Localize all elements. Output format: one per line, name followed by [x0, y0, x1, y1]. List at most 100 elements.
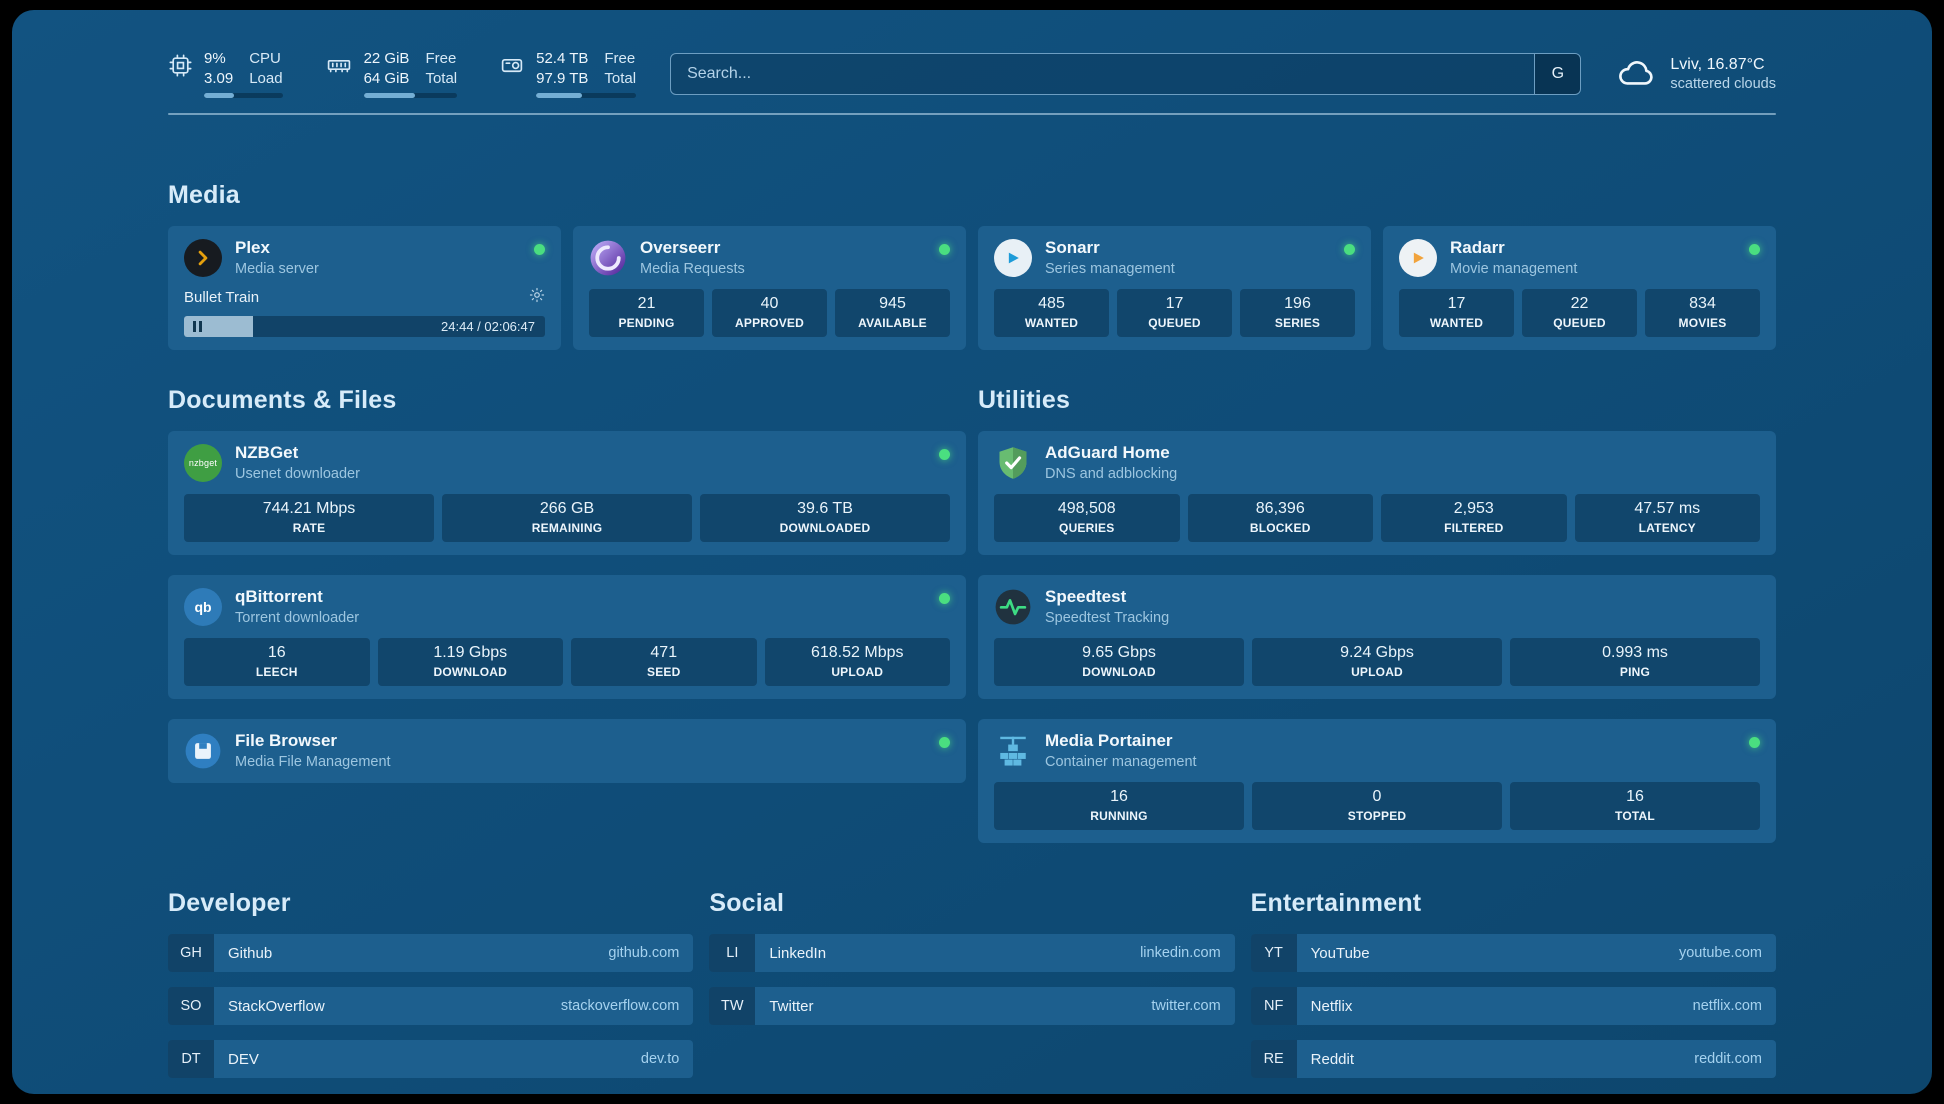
search-provider-button[interactable]: G — [1534, 54, 1581, 94]
bookmark-stackoverflow[interactable]: SO StackOverflow stackoverflow.com — [168, 987, 694, 1025]
bookmark-reddit[interactable]: RE Reddit reddit.com — [1250, 1040, 1776, 1078]
speedtest-card[interactable]: Speedtest Speedtest Tracking 9.65 Gbps D… — [978, 575, 1776, 699]
stat-value: 17 — [1447, 295, 1466, 312]
speedtest-card-header: Speedtest Speedtest Tracking — [994, 587, 1760, 626]
header-divider — [168, 113, 1776, 115]
stat-available: 945 AVAILABLE — [835, 289, 950, 337]
stat-blocked: 86,396 BLOCKED — [1187, 494, 1373, 542]
section-title-social: Social — [709, 889, 785, 917]
service-name: NZBGet — [235, 443, 299, 463]
qbittorrent-card[interactable]: qb qBittorrent Torrent downloader 16 — [168, 575, 966, 699]
disk-widget: 52.4 TB 97.9 TB Free Total — [499, 50, 637, 98]
search-input[interactable] — [671, 54, 1535, 94]
bookmarks: Developer GH Github github.com SO StackO… — [168, 889, 1776, 1078]
stat-value: 266 GB — [539, 500, 595, 517]
stat-value: 618.52 Mbps — [810, 644, 904, 661]
overseerr-icon — [589, 239, 627, 277]
nzbget-card[interactable]: nzbget NZBGet Usenet downloader 744.21 M… — [168, 431, 966, 555]
filebrowser-card[interactable]: File Browser Media File Management — [168, 719, 966, 783]
stat-label: UPLOAD — [1351, 665, 1403, 679]
service-name: qBittorrent — [235, 587, 323, 607]
status-dot — [534, 244, 545, 255]
disk-progress-fill — [536, 93, 583, 98]
bookmark-url: dev.to — [640, 1051, 680, 1067]
now-playing-title: Bullet Train — [184, 289, 260, 306]
qbittorrent-stats: 16 LEECH 1.19 Gbps DOWNLOAD 471 SEED — [184, 638, 950, 686]
bookmark-twitter[interactable]: TW Twitter twitter.com — [709, 987, 1235, 1025]
stat-filtered: 2,953 FILTERED — [1381, 494, 1567, 542]
bookmark-url: github.com — [608, 945, 680, 961]
stat-value: 9.65 Gbps — [1082, 644, 1156, 661]
pause-icon[interactable] — [193, 321, 202, 332]
stat-label: SERIES — [1274, 316, 1321, 330]
stat-value: 485 — [1038, 295, 1065, 312]
sonarr-card[interactable]: Sonarr Series management 485 WANTED 17 Q… — [978, 226, 1371, 350]
cpu-load-value: 3.09 — [204, 70, 234, 87]
bookmark-netflix[interactable]: NF Netflix netflix.com — [1250, 987, 1776, 1025]
stat-upload: 9.24 Gbps UPLOAD — [1252, 638, 1502, 686]
bookmark-abbr: NF — [1250, 987, 1297, 1025]
stat-queued: 17 QUEUED — [1117, 289, 1232, 337]
adguard-card[interactable]: AdGuard Home DNS and adblocking 498,508 … — [978, 431, 1776, 555]
cpu-usage-value: 9% — [204, 50, 226, 67]
memory-progress-fill — [363, 93, 416, 98]
disk-free-label: Free — [604, 50, 636, 67]
middle-columns: Documents & Files nzbget NZBGet Usenet d… — [168, 386, 1776, 843]
status-dot — [939, 244, 950, 255]
stat-value: 744.21 Mbps — [262, 500, 356, 517]
bookmark-youtube[interactable]: YT YouTube youtube.com — [1250, 934, 1776, 972]
stat-wanted: 17 WANTED — [1399, 289, 1514, 337]
bookmark-name: LinkedIn — [769, 944, 827, 962]
stat-label: RATE — [292, 521, 326, 535]
bookmark-url: netflix.com — [1692, 998, 1762, 1014]
stat-value: 1.19 Gbps — [433, 644, 508, 661]
stat-value: 0 — [1372, 788, 1382, 805]
memory-icon — [325, 53, 353, 83]
bookmark-dev[interactable]: DT DEV dev.to — [168, 1040, 694, 1078]
qbittorrent-icon-text: qb — [194, 599, 212, 615]
search-bar[interactable]: G — [670, 53, 1582, 95]
plex-icon — [184, 239, 222, 277]
bookmark-linkedin[interactable]: LI LinkedIn linkedin.com — [709, 934, 1235, 972]
service-subtitle: Series management — [1045, 260, 1175, 277]
section-title-entertainment: Entertainment — [1250, 889, 1422, 917]
portainer-card[interactable]: Media Portainer Container management 16 … — [978, 719, 1776, 843]
stat-label: FILTERED — [1444, 521, 1504, 535]
radarr-card[interactable]: Radarr Movie management 17 WANTED 22 QUE… — [1383, 226, 1776, 350]
plex-card-header: Plex Media server — [184, 238, 545, 277]
bookmark-github[interactable]: GH Github github.com — [168, 934, 694, 972]
service-name: Plex — [235, 238, 270, 258]
stat-latency: 47.57 ms LATENCY — [1574, 494, 1760, 542]
stat-label: SEED — [647, 665, 681, 679]
stat-movies: 834 MOVIES — [1645, 289, 1760, 337]
status-dot — [939, 449, 950, 460]
dashboard-page: 9% 3.09 CPU Load — [12, 10, 1932, 1094]
service-subtitle: Movie management — [1450, 260, 1578, 277]
sonarr-card-header: Sonarr Series management — [994, 238, 1355, 277]
weather-condition: scattered clouds — [1670, 76, 1776, 92]
stat-label: QUEUED — [1553, 316, 1606, 330]
stat-label: UPLOAD — [831, 665, 884, 679]
stat-label: QUEUED — [1148, 316, 1201, 330]
service-subtitle: Usenet downloader — [235, 465, 360, 482]
memory-widget: 22 GiB 64 GiB Free Total — [325, 50, 458, 98]
bookmark-name: YouTube — [1310, 944, 1370, 962]
section-media: Media Plex Media server — [168, 181, 1776, 350]
gear-icon[interactable] — [529, 287, 545, 308]
stat-value: 2,953 — [1453, 500, 1494, 517]
bookmark-url: reddit.com — [1694, 1051, 1762, 1067]
stat-value: 21 — [637, 295, 656, 312]
playback-progress-bar[interactable]: 24:44 / 02:06:47 — [184, 316, 545, 337]
stat-label: STOPPED — [1347, 809, 1407, 823]
stat-wanted: 485 WANTED — [994, 289, 1109, 337]
filebrowser-icon — [184, 732, 222, 770]
stat-label: LEECH — [255, 665, 298, 679]
stat-download: 1.19 Gbps DOWNLOAD — [377, 638, 563, 686]
bookmark-group-developer: Developer GH Github github.com SO StackO… — [168, 889, 694, 1078]
stat-value: 9.24 Gbps — [1340, 644, 1414, 661]
section-title-documents: Documents & Files — [168, 386, 397, 414]
status-dot — [939, 737, 950, 748]
portainer-titles: Media Portainer Container management — [1045, 731, 1197, 769]
plex-card[interactable]: Plex Media server Bullet Train — [168, 226, 561, 350]
overseerr-card[interactable]: Overseerr Media Requests 21 PENDING 40 A… — [573, 226, 966, 350]
